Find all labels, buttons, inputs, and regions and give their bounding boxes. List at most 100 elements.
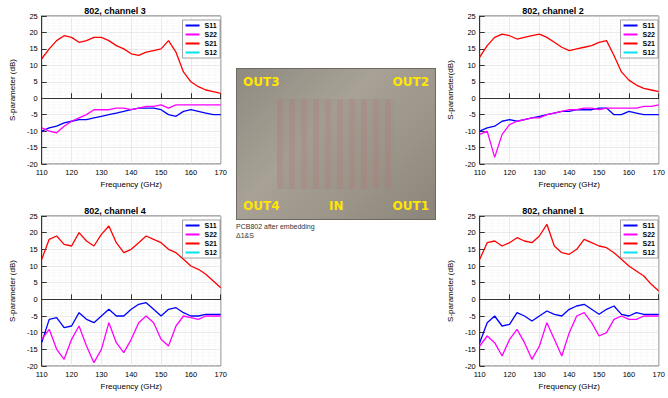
svg-text:120: 120 [503,168,516,177]
svg-text:-20: -20 [26,361,38,371]
svg-text:20: 20 [467,28,475,37]
svg-text:110: 110 [474,168,486,177]
svg-text:S21: S21 [205,240,218,247]
svg-text:110: 110 [36,370,48,379]
svg-text:S21: S21 [643,240,656,247]
svg-text:-10: -10 [465,328,476,337]
html-text:OUT4: OUT4 [243,199,280,213]
svg-text:15: 15 [467,44,475,53]
svg-text:5: 5 [34,77,38,86]
svg-text:5: 5 [472,77,476,86]
svg-text:5: 5 [34,278,38,287]
svg-text:-10: -10 [27,127,38,136]
svg-text:150: 150 [593,168,606,177]
svg-text:S-parameter(dB): S-parameter(dB) [446,60,455,120]
svg-text:-20: -20 [26,159,38,169]
svg-text:140: 140 [563,168,576,177]
svg-text:160: 160 [623,370,636,379]
svg-text:20: 20 [467,228,475,237]
svg-text:-10: -10 [27,328,38,337]
svg-text:S11: S11 [205,222,217,229]
svg-text:110: 110 [36,168,48,177]
svg-text:802, channel 4: 802, channel 4 [84,206,146,216]
svg-text:Frequency (GHz): Frequency (GHz) [101,382,163,391]
svg-text:20: 20 [29,28,37,37]
svg-text:130: 130 [95,168,108,177]
svg-text:S-parameter (dB): S-parameter (dB) [8,260,17,322]
svg-text:140: 140 [125,370,138,379]
svg-text:-10: -10 [465,127,476,136]
svg-text:130: 130 [533,370,546,379]
svg-text:S22: S22 [205,31,218,38]
svg-text:110: 110 [474,370,486,379]
svg-text:25: 25 [467,212,475,221]
svg-text:15: 15 [29,245,37,254]
svg-text:S21: S21 [205,40,218,47]
svg-text:S12: S12 [205,49,218,56]
svg-text:20: 20 [29,228,37,237]
svg-text:5: 5 [472,278,476,287]
svg-text:0: 0 [34,295,38,304]
svg-text:15: 15 [467,245,475,254]
svg-text:S12: S12 [643,49,656,56]
html-text:IN: IN [329,199,344,213]
svg-text:Frequency (GHz): Frequency (GHz) [539,180,601,189]
svg-text:S-parameter (dB): S-parameter (dB) [446,260,455,322]
svg-text:10: 10 [29,61,37,70]
svg-text:10: 10 [29,262,37,271]
svg-text:150: 150 [155,370,168,379]
svg-text:S11: S11 [643,22,655,29]
svg-text:170: 170 [652,168,665,177]
svg-text:0: 0 [472,94,476,103]
svg-text:160: 160 [185,168,198,177]
svg-text:-5: -5 [31,312,38,321]
svg-text:S-parameter (dB): S-parameter (dB) [8,59,17,121]
svg-text:130: 130 [533,168,546,177]
svg-text:-20: -20 [464,159,476,169]
svg-text:120: 120 [65,168,78,177]
svg-text:160: 160 [623,168,636,177]
svg-text:15: 15 [29,44,37,53]
svg-text:150: 150 [155,168,168,177]
svg-text:-15: -15 [465,143,476,152]
svg-text:10: 10 [467,61,475,70]
svg-text:170: 170 [652,370,665,379]
svg-text:25: 25 [29,12,37,21]
svg-text:-15: -15 [27,345,38,354]
svg-text:140: 140 [563,370,576,379]
svg-text:Frequency (GHz): Frequency (GHz) [539,382,601,391]
svg-text:S22: S22 [643,231,656,238]
svg-text:802, channel 2: 802, channel 2 [522,6,584,16]
svg-text:10: 10 [467,262,475,271]
svg-text:0: 0 [34,94,38,103]
svg-text:140: 140 [125,168,138,177]
html-text:OUT3: OUT3 [243,75,280,89]
svg-text:S11: S11 [205,22,217,29]
svg-text:802, channel 3: 802, channel 3 [84,6,146,16]
svg-text:130: 130 [95,370,108,379]
svg-text:S22: S22 [643,31,656,38]
svg-text:S11: S11 [643,222,655,229]
svg-text:-15: -15 [27,143,38,152]
svg-text:25: 25 [467,12,475,21]
svg-text:-5: -5 [31,110,38,119]
svg-text:S22: S22 [205,231,218,238]
svg-text:-5: -5 [469,312,476,321]
html-text:OUT2: OUT2 [392,75,429,89]
svg-text:0: 0 [472,295,476,304]
svg-text:120: 120 [503,370,516,379]
svg-text:-5: -5 [469,110,476,119]
svg-text:25: 25 [29,212,37,221]
svg-text:170: 170 [214,168,227,177]
svg-text:S12: S12 [643,249,656,256]
svg-text:170: 170 [214,370,227,379]
svg-text:S21: S21 [643,40,656,47]
svg-text:120: 120 [65,370,78,379]
svg-text:150: 150 [593,370,606,379]
svg-text:-15: -15 [465,345,476,354]
svg-text:Frequency (GHz): Frequency (GHz) [101,180,163,189]
svg-text:160: 160 [185,370,198,379]
html-text:OUT1: OUT1 [392,199,429,213]
svg-text:S12: S12 [205,249,218,256]
svg-text:802, channel 1: 802, channel 1 [522,206,584,216]
